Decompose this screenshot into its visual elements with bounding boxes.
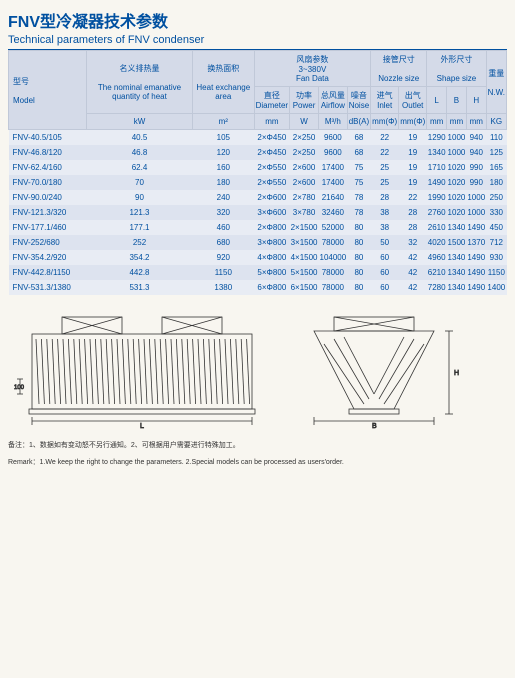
- svg-text:H: H: [454, 370, 459, 377]
- diagrams: 100 L B H: [8, 305, 507, 433]
- table-row: FNV-121.3/320121.33203×Φ6003×78032460783…: [9, 205, 507, 220]
- side-view: B H: [284, 309, 503, 429]
- remark-en: Remark：1.We keep the right to change the…: [8, 458, 507, 467]
- title-en: Technical parameters of FNV condenser: [8, 34, 507, 50]
- table-row: FNV-442.8/1150442.811505×Φ8005×150078000…: [9, 265, 507, 280]
- table-row: FNV-531.3/1380531.313806×Φ8006×150078000…: [9, 280, 507, 295]
- table-row: FNV-46.8/12046.81202×Φ4502×2509600682219…: [9, 145, 507, 160]
- svg-text:100: 100: [14, 385, 25, 391]
- table-row: FNV-252/6802526803×Φ8003×150078000805032…: [9, 235, 507, 250]
- table-row: FNV-354.2/920354.29204×Φ8004×15001040008…: [9, 250, 507, 265]
- table-row: FNV-90.0/240902402×Φ6002×780216407828221…: [9, 190, 507, 205]
- front-view: 100 L: [12, 309, 272, 429]
- table-row: FNV-40.5/10540.51052×Φ4502×2509600682219…: [9, 130, 507, 146]
- params-table: 型号Model名义排热量The nominal emanative quanti…: [8, 50, 507, 295]
- table-row: FNV-177.1/460177.14602×Φ8002×15005200080…: [9, 220, 507, 235]
- remark-cn: 备注：1、数据如有变动怒不另行通知。2、可根据用户需要进行特殊加工。: [8, 441, 507, 450]
- svg-text:L: L: [140, 423, 144, 429]
- table-row: FNV-62.4/16062.41602×Φ5502×6001740075251…: [9, 160, 507, 175]
- title-cn: FNV型冷凝器技术参数: [8, 8, 507, 32]
- svg-text:B: B: [372, 423, 377, 429]
- table-row: FNV-70.0/180701802×Φ5502×600174007525191…: [9, 175, 507, 190]
